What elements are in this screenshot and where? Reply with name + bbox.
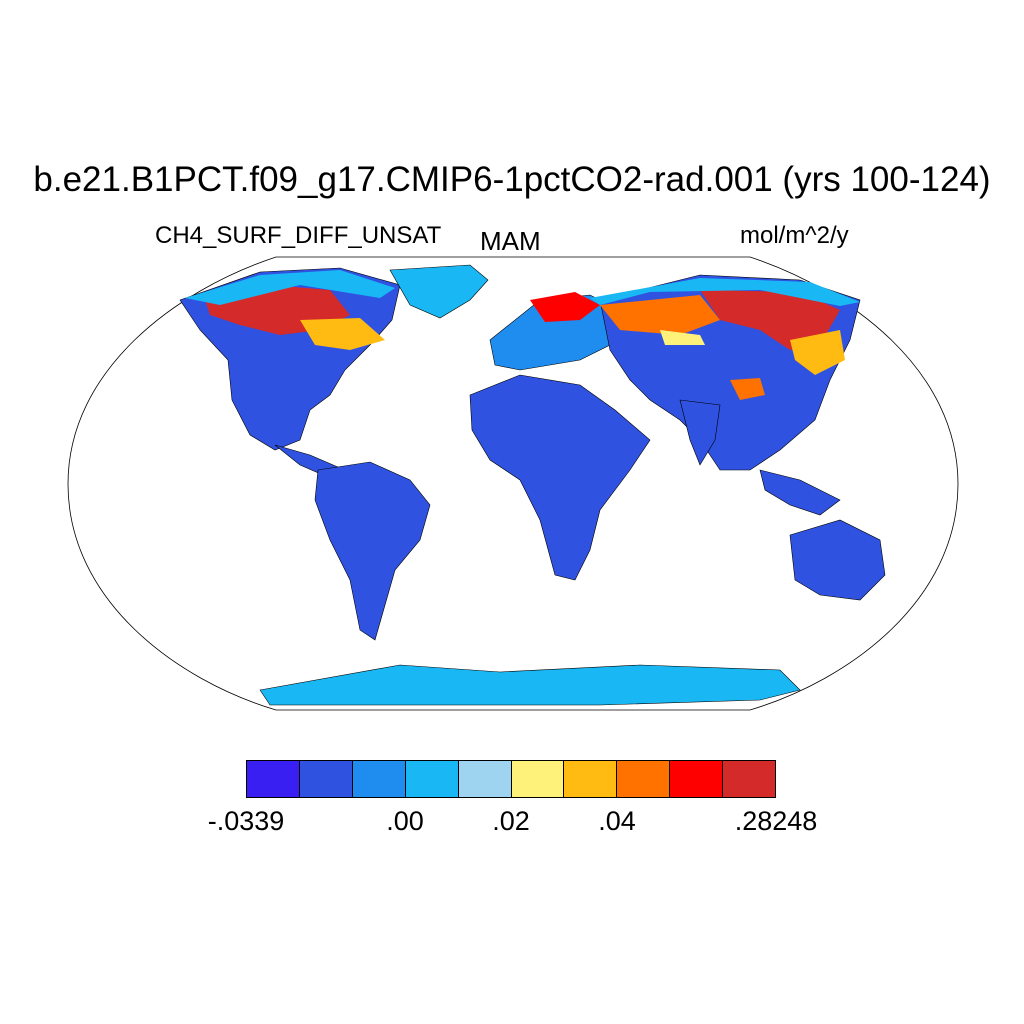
colorbar-tick-min: -.0339 [207,806,285,836]
land-sa [314,461,431,641]
colorbar-swatch [299,761,353,797]
units-label: mol/m^2/y [740,222,849,249]
land-se-asia [759,469,841,516]
map-layer [67,256,959,711]
land-antarctica [259,664,801,706]
colorbar-swatch [405,761,459,797]
colorbar-swatch [458,761,512,797]
land-africa [469,374,651,581]
hotspot-siberia-west [600,295,720,335]
fringe-canada-arctic [185,270,395,305]
colorbar-swatch [617,761,671,797]
colorbar-swatch [564,761,618,797]
season-label: MAM [480,226,541,256]
hotspot-siberia-east [700,290,840,350]
colorbar-swatch [723,761,776,797]
colorbar-tick-002: .02 [492,806,530,836]
hotspot-hudson-bay-ring [300,318,385,350]
hotspot-tibet-spot [730,378,765,400]
map-title: b.e21.B1PCT.f09_g17.CMIP6-1pctCO2-rad.00… [33,160,991,199]
colorbar-swatch [670,761,724,797]
colorbar [246,760,776,798]
hotspot-scandinavia [530,292,600,322]
colorbar-tick-004: .04 [598,806,636,836]
colorbar-swatch [511,761,565,797]
land-australia [789,519,886,601]
colorbar-swatch [247,761,300,797]
land-india [679,399,721,466]
land-greenland [389,264,489,319]
colorbar-swatch [352,761,406,797]
colorbar-tick-max: .28248 [734,806,818,836]
variable-label: CH4_SURF_DIFF_UNSAT [155,222,442,249]
hotspot-east-asia [790,330,845,375]
colorbar-tick-0: .00 [386,806,424,836]
fringe-eurasia-arctic [590,278,860,306]
hotspot-siberia-yellow [660,330,705,345]
